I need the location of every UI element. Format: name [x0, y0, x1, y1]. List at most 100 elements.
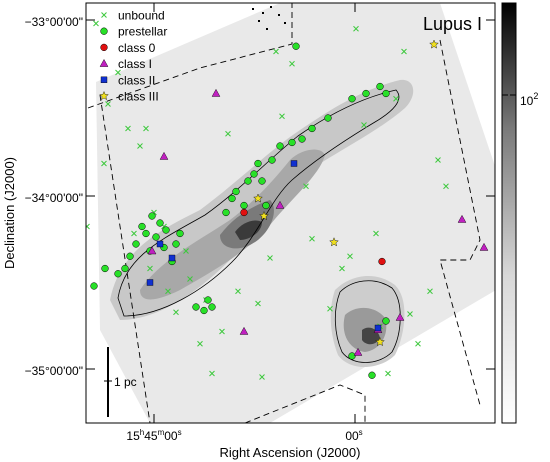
unbound-source-marker — [373, 230, 379, 237]
legend-symbol — [100, 27, 108, 35]
unbound-source-marker — [93, 20, 99, 27]
class-I-source-marker — [239, 326, 249, 335]
legend-label: class II — [118, 73, 155, 87]
unbound-source-marker — [105, 101, 111, 107]
class-I-source-marker — [395, 312, 405, 321]
x-tick-label: 15h45m00s — [126, 428, 181, 443]
unbound-source-marker — [353, 25, 359, 32]
y-tick-label: −33°00'00" — [25, 15, 83, 29]
unbound-source-marker — [303, 183, 309, 190]
contour-main — [117, 89, 400, 317]
prestellar-source-marker — [262, 201, 270, 210]
prestellar-source-marker — [126, 252, 134, 260]
class-I-source-marker — [479, 242, 489, 251]
prestellar-source-marker — [176, 229, 184, 238]
legend-label: unbound — [118, 9, 165, 23]
coverage-outline-1 — [87, 3, 293, 109]
prestellar-source-marker — [192, 303, 200, 311]
class-III-source-marker — [429, 39, 439, 49]
unbound-source-marker — [393, 95, 399, 102]
unbound-source-marker — [18, 21, 23, 26]
legend-symbol — [99, 58, 109, 67]
unbound-source-marker — [165, 288, 171, 295]
class-I-source-marker — [147, 246, 157, 255]
unbound-source-marker — [255, 300, 261, 307]
y-tick-label: −35°00'00" — [25, 364, 83, 378]
prestellar-source-marker — [268, 156, 276, 164]
class-III-source-marker — [253, 193, 263, 203]
unbound-source-marker — [187, 276, 193, 282]
unbound-source-marker — [267, 255, 273, 261]
class-II-source-marker — [156, 240, 164, 248]
prestellar-source-marker — [382, 317, 390, 325]
legend-symbol — [101, 12, 107, 18]
source-markers — [18, 20, 489, 380]
class-0-source-marker — [240, 208, 248, 217]
unbound-source-marker — [435, 157, 441, 163]
prestellar-source-marker — [348, 352, 356, 360]
prestellar-source-marker — [298, 135, 306, 143]
legend-symbol — [99, 90, 109, 101]
unbound-source-marker — [147, 265, 153, 272]
unbound-source-marker — [68, 145, 73, 150]
class-II-source-marker — [168, 254, 176, 262]
prestellar-source-marker — [254, 159, 262, 168]
unbound-source-marker — [197, 340, 203, 347]
prestellar-source-marker — [348, 95, 356, 103]
prestellar-source-marker — [208, 303, 216, 311]
unbound-source-marker — [101, 160, 107, 167]
legend: unbound prestellar class 0 class I class II c… — [99, 9, 167, 104]
prestellar-source-marker — [162, 226, 170, 234]
prestellar-source-marker — [222, 208, 230, 217]
prestellar-source-marker — [232, 187, 240, 196]
unbound-source-marker — [183, 248, 189, 254]
prestellar-source-marker — [142, 229, 150, 238]
y-axis-label: Declination (J2000) — [2, 157, 17, 269]
class-II-source-marker — [146, 279, 154, 286]
unbound-source-marker — [407, 311, 413, 317]
prestellar-source-marker — [362, 89, 370, 98]
unbound-source-marker — [115, 69, 121, 76]
scale-bar: 1 pc — [104, 347, 137, 417]
unbound-source-marker — [86, 223, 90, 230]
map-image — [86, 3, 495, 423]
prestellar-source-marker — [132, 240, 140, 248]
prestellar-source-marker — [228, 194, 236, 203]
contour-south — [334, 280, 401, 363]
class-II-source-marker — [374, 324, 382, 332]
unbound-source-marker — [361, 122, 367, 128]
class-I-source-marker — [211, 88, 221, 97]
class-0-source-marker — [378, 257, 386, 266]
unbound-source-marker — [73, 67, 78, 72]
legend-label: prestellar — [118, 25, 167, 39]
unbound-source-marker — [427, 288, 433, 295]
legend-label: class 0 — [118, 41, 156, 55]
class-I-source-marker — [457, 214, 467, 223]
prestellar-source-marker — [90, 282, 98, 290]
class-II-source-marker — [290, 160, 298, 167]
prestellar-source-marker — [244, 177, 252, 185]
prestellar-source-marker — [292, 42, 300, 50]
legend-label: class I — [118, 57, 152, 71]
unbound-source-marker — [137, 143, 143, 149]
class-III-source-marker — [259, 210, 269, 221]
unbound-source-marker — [385, 370, 391, 377]
class-I-source-marker — [159, 151, 169, 160]
unbound-source-marker — [415, 340, 421, 347]
legend-label: class III — [118, 90, 159, 104]
prestellar-source-marker — [200, 306, 208, 315]
class-I-source-marker — [275, 200, 285, 209]
unbound-source-marker — [131, 230, 137, 237]
unbound-source-marker — [401, 48, 407, 55]
unbound-source-marker — [443, 183, 449, 190]
class-III-source-marker — [375, 336, 385, 347]
unbound-source-marker — [273, 48, 279, 55]
scale-bar-label: 1 pc — [114, 375, 137, 389]
plot-frame — [85, 2, 496, 424]
prestellar-source-marker — [258, 177, 266, 185]
legend-symbol — [100, 43, 108, 52]
prestellar-source-marker — [240, 201, 248, 210]
colorbar-tick-label: 102 — [520, 91, 538, 108]
unbound-source-marker — [143, 125, 149, 132]
